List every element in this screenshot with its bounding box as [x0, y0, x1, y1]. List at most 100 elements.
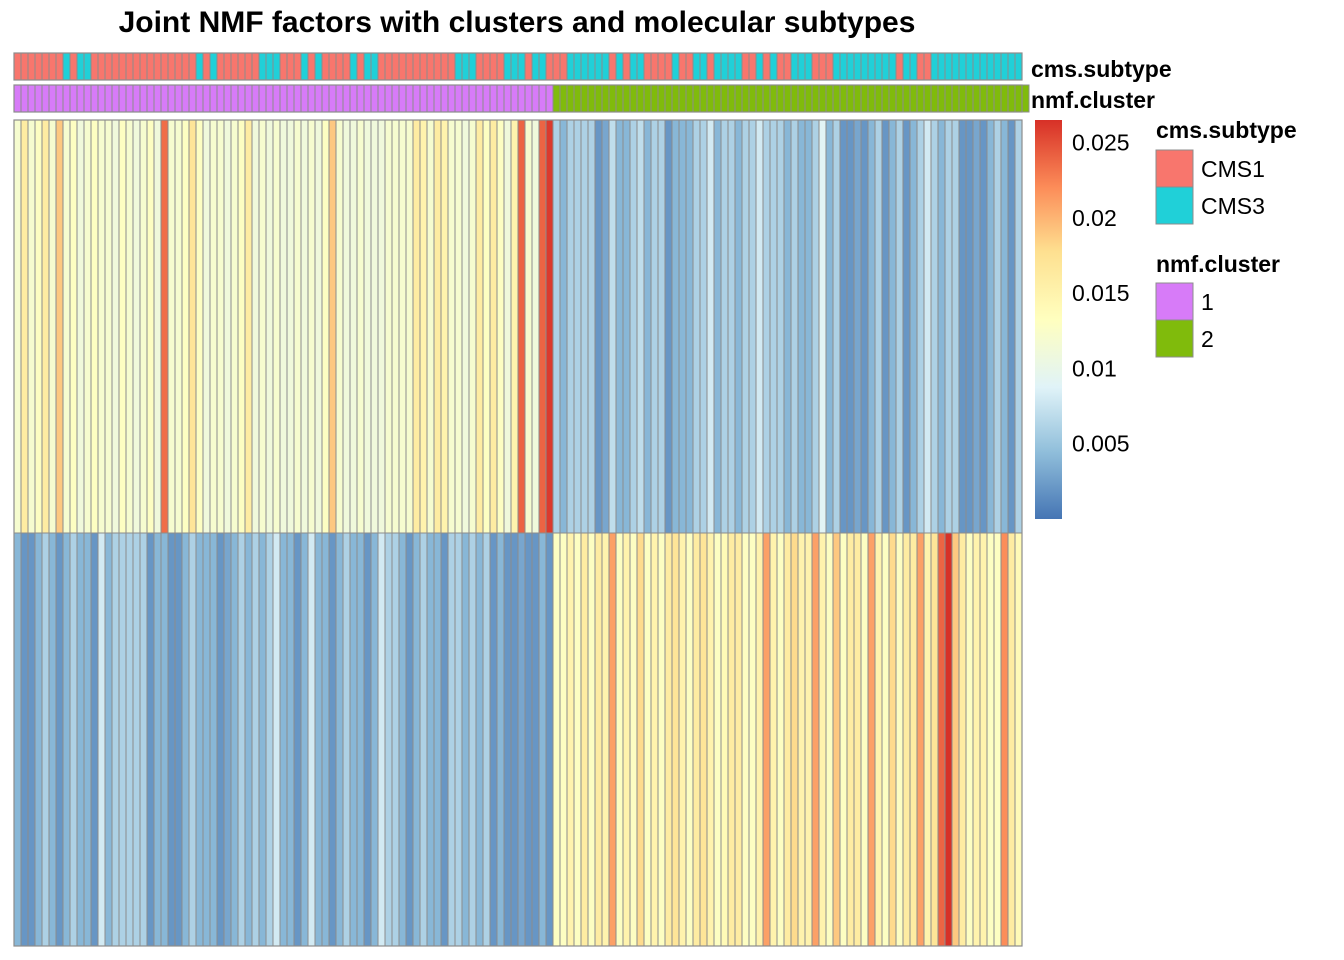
annotation-cell [930, 84, 939, 113]
annotation-cell [251, 52, 260, 81]
heatmap-cell [748, 119, 757, 534]
annotation-cell [531, 84, 540, 113]
annotation-cell [776, 52, 785, 81]
annotation-cell [209, 84, 218, 113]
annotation-cell [1007, 84, 1016, 113]
annotation-cell [657, 52, 666, 81]
annotation-cell [741, 84, 750, 113]
heatmap-cell [90, 119, 99, 534]
heatmap-cell [132, 119, 141, 534]
heatmap-cell [216, 532, 225, 947]
annotation-cell [62, 52, 71, 81]
annotation-cell [951, 52, 960, 81]
annotation-cell [251, 84, 260, 113]
annotation-cell [447, 84, 456, 113]
annotation-cell [846, 52, 855, 81]
annotation-cell [958, 84, 967, 113]
annotation-cell [475, 84, 484, 113]
annotation-cell [860, 52, 869, 81]
annotation-cell [923, 84, 932, 113]
heatmap-cell [167, 532, 176, 947]
annotation-cell [657, 84, 666, 113]
annotation-cell [944, 52, 953, 81]
heatmap-cell [608, 119, 617, 534]
heatmap-cell [279, 119, 288, 534]
heatmap-cell [118, 119, 127, 534]
annotation-cell [146, 52, 155, 81]
legend-swatch [1155, 282, 1194, 321]
heatmap-cell [209, 119, 218, 534]
heatmap-cell [125, 119, 134, 534]
heatmap-cell [300, 532, 309, 947]
heatmap-cell [41, 119, 50, 534]
heatmap-cell [902, 532, 911, 947]
heatmap-cell [335, 119, 344, 534]
annotation-cell [916, 84, 925, 113]
heatmap-cell [55, 532, 64, 947]
heatmap-cell [160, 532, 169, 947]
heatmap-cell [580, 532, 589, 947]
annotation-cell [461, 84, 470, 113]
annotation-cell [153, 84, 162, 113]
heatmap-cell [293, 532, 302, 947]
heatmap-cell [524, 532, 533, 947]
heatmap-cell [356, 119, 365, 534]
heatmap-cell [699, 532, 708, 947]
annotation-cell [125, 52, 134, 81]
annotation-cell [307, 84, 316, 113]
heatmap-cell [832, 119, 841, 534]
annotation-cell [685, 52, 694, 81]
annotation-cell [1007, 52, 1016, 81]
annotation-cell [405, 84, 414, 113]
heatmap-cell [342, 532, 351, 947]
heatmap-cell [755, 532, 764, 947]
annotation-cell [27, 84, 36, 113]
heatmap-cell [909, 532, 918, 947]
heatmap-cell [888, 119, 897, 534]
annotation-cell [587, 52, 596, 81]
annotation-cell [370, 52, 379, 81]
annotation-cell [629, 52, 638, 81]
heatmap-cell [601, 119, 610, 534]
annotation-cell [132, 52, 141, 81]
heatmap-cell [615, 119, 624, 534]
annotation-cell [664, 52, 673, 81]
heatmap-cell [958, 532, 967, 947]
heatmap-cell [69, 119, 78, 534]
annotation-cell [412, 52, 421, 81]
annotation-cell [762, 52, 771, 81]
heatmap-cell [153, 532, 162, 947]
heatmap-cell [713, 532, 722, 947]
heatmap-cell [972, 119, 981, 534]
heatmap-cell [601, 532, 610, 947]
heatmap-cell [706, 532, 715, 947]
heatmap-cell [237, 532, 246, 947]
legend-label: CMS1 [1201, 156, 1265, 182]
annotation-cell [384, 52, 393, 81]
annotation-cell [622, 52, 631, 81]
annotation-cell [349, 84, 358, 113]
heatmap-cell [440, 532, 449, 947]
heatmap-cell [377, 119, 386, 534]
annotation-cell [804, 52, 813, 81]
heatmap-cell [1014, 532, 1023, 947]
annotation-cell [741, 52, 750, 81]
heatmap-cell [13, 532, 22, 947]
annotation-cell [132, 84, 141, 113]
heatmap-cell [447, 532, 456, 947]
heatmap-cell [818, 119, 827, 534]
heatmap-cell [62, 532, 71, 947]
heatmap-cell [657, 119, 666, 534]
heatmap-cell [587, 532, 596, 947]
heatmap-cell [76, 119, 85, 534]
heatmap-cell [881, 532, 890, 947]
heatmap-cell [27, 532, 36, 947]
heatmap-cell [139, 119, 148, 534]
annotation-cell [167, 52, 176, 81]
annotation-cell [783, 84, 792, 113]
heatmap-cell [1014, 119, 1023, 534]
heatmap-cell [454, 119, 463, 534]
annotation-cell [517, 84, 526, 113]
annotation-cell [76, 52, 85, 81]
annotation-cell [489, 84, 498, 113]
